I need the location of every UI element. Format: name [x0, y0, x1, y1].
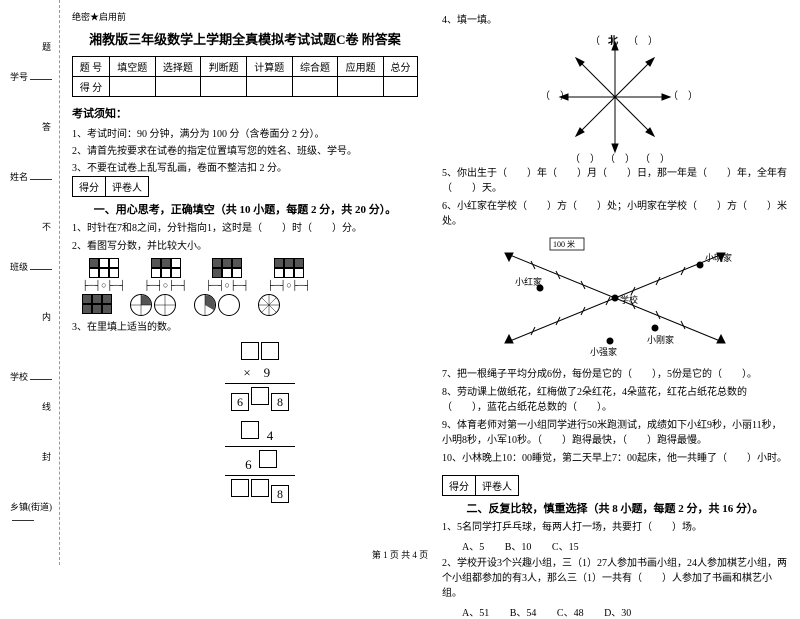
circle-icon: [194, 294, 216, 316]
circle-icon: [154, 294, 176, 316]
margin-field-town: 乡镇(街道): [10, 500, 59, 523]
score-head: 填空题: [109, 57, 155, 77]
svg-text:小刚家: 小刚家: [647, 334, 674, 345]
seal-char: 封: [42, 450, 51, 463]
part2-title: 二、反复比较，慎重选择（共 8 小题，每题 2 分，共 16 分）。: [442, 500, 788, 516]
notice-heading: 考试须知：: [72, 105, 418, 121]
circle-figures: [82, 294, 418, 316]
score-head: 应用题: [338, 57, 384, 77]
svg-text:小明家: 小明家: [705, 252, 732, 263]
compass-n: 北: [608, 32, 618, 47]
location-diagram: 100 米 小明家 小红家 学校 小强家 小刚家: [475, 233, 755, 363]
score-label: 得 分: [73, 77, 110, 97]
compass-e: （ ）: [668, 87, 698, 102]
q10: 10、小林晚上10：00睡觉，第二天早上7：00起床，他一共睡了（ ）小时。: [442, 451, 788, 466]
grid-icon: [82, 294, 112, 314]
compass-s: （ ）: [605, 150, 635, 165]
q9: 9、体育老师对第一小组同学进行50米跑测试，成绩如下小红9秒，小丽11秒，小明8…: [442, 418, 788, 448]
compass-sw: （ ）: [570, 150, 600, 165]
grid-icon: [151, 258, 181, 278]
p2-q1: 1、5名同学打乒乓球，每两人打一场，共要打（ ）场。: [442, 520, 788, 535]
margin-field-name: 姓名: [10, 170, 52, 183]
q4: 4、填一填。: [442, 13, 788, 28]
score-head: 计算题: [246, 57, 292, 77]
scale-label: 100 米: [553, 239, 575, 249]
score-box: 得分评卷人: [72, 176, 149, 197]
svg-text:学校: 学校: [620, 294, 638, 305]
seal-char: 答: [42, 120, 51, 133]
left-column: 绝密★启用前 湘教版三年级数学上学期全真模拟考试试题C卷 附答案 题 号 填空题…: [60, 0, 430, 565]
fraction-figures: ├─┤○├─┤ ├─┤○├─┤ ├─┤○├─┤: [82, 258, 418, 290]
q8: 8、劳动课上做纸花，红梅做了2朵红花，4朵蓝花，红花占纸花总数的（ ），蓝花占纸…: [442, 385, 788, 415]
page-footer: 第 1 页 共 4 页: [372, 548, 428, 561]
p2-q2-opts: A、51 B、54 C、48 D、30: [462, 604, 788, 619]
right-column: 4、填一填。 （ ）: [430, 0, 800, 565]
q2: 2、看图写分数，并比较大小。: [72, 239, 418, 254]
svg-text:小红家: 小红家: [515, 276, 542, 287]
page-title: 湘教版三年级数学上学期全真模拟考试试题C卷 附答案: [72, 29, 418, 48]
grid-icon: [274, 258, 304, 278]
seal-char: 内: [42, 310, 51, 323]
q3: 3、在里填上适当的数。: [72, 320, 418, 335]
compass-se: （ ）: [640, 150, 670, 165]
binding-margin: 乡镇(街道) 学校 班级 姓名 学号 封 线 内 不 答 题: [0, 0, 60, 565]
circle-icon: [258, 294, 280, 316]
grid-icon: [89, 258, 119, 278]
vertical-calc: × 9 68 4 6 8: [102, 341, 418, 504]
notice-item: 2、请首先按要求在试卷的指定位置填写您的姓名、班级、学号。: [72, 142, 418, 157]
circle-icon: [130, 294, 152, 316]
score-head: 判断题: [201, 57, 247, 77]
score-head: 题 号: [73, 57, 110, 77]
seal-char: 题: [42, 40, 51, 53]
compass-w: （ ）: [540, 87, 570, 102]
svg-text:小强家: 小强家: [590, 346, 617, 357]
score-box-2: 得分评卷人: [442, 475, 519, 496]
compass-figure: （ ） 北 （ ） （ ） （ ） （ ） （ ） （ ）: [540, 32, 690, 162]
circle-icon: [218, 294, 240, 316]
part1-title: 一、用心思考，正确填空（共 10 小题，每题 2 分，共 20 分）。: [72, 201, 418, 217]
seal-char: 不: [42, 220, 51, 233]
score-head: 综合题: [292, 57, 338, 77]
notice-item: 1、考试时间：90 分钟，满分为 100 分（含卷面分 2 分）。: [72, 125, 418, 140]
q1: 1、时针在7和8之间，分针指向1，这时是（ ）时（ ）分。: [72, 221, 418, 236]
notice-list: 1、考试时间：90 分钟，满分为 100 分（含卷面分 2 分）。 2、请首先按…: [72, 125, 418, 174]
seal-char: 线: [42, 400, 51, 413]
compass-ne: （ ）: [628, 32, 658, 47]
score-head: 选择题: [155, 57, 201, 77]
margin-field-id: 学号: [10, 70, 52, 83]
score-head: 总分: [384, 57, 418, 77]
grid-icon: [212, 258, 242, 278]
confidential-label: 绝密★启用前: [72, 10, 418, 23]
p2-q1-opts: A、5 B、10 C、15: [462, 538, 788, 553]
margin-field-school: 学校: [10, 370, 52, 383]
score-table: 题 号 填空题 选择题 判断题 计算题 综合题 应用题 总分 得 分: [72, 56, 418, 97]
p2-q2: 2、学校开设3个兴趣小组，三（1）27人参加书画小组，24人参加棋艺小组，两个小…: [442, 556, 788, 601]
notice-item: 3、不要在试卷上乱写乱画，卷面不整洁扣 2 分。: [72, 159, 418, 174]
q5: 5、你出生于（ ）年（ ）月（ ）日，那一年是（ ）年，全年有（ ）天。: [442, 166, 788, 196]
q7: 7、把一根绳子平均分成6份，每份是它的（ ），5份是它的（ ）。: [442, 367, 788, 382]
q6: 6、小红家在学校（ ）方（ ）处；小明家在学校（ ）方（ ）米处。: [442, 199, 788, 229]
margin-field-class: 班级: [10, 260, 52, 273]
